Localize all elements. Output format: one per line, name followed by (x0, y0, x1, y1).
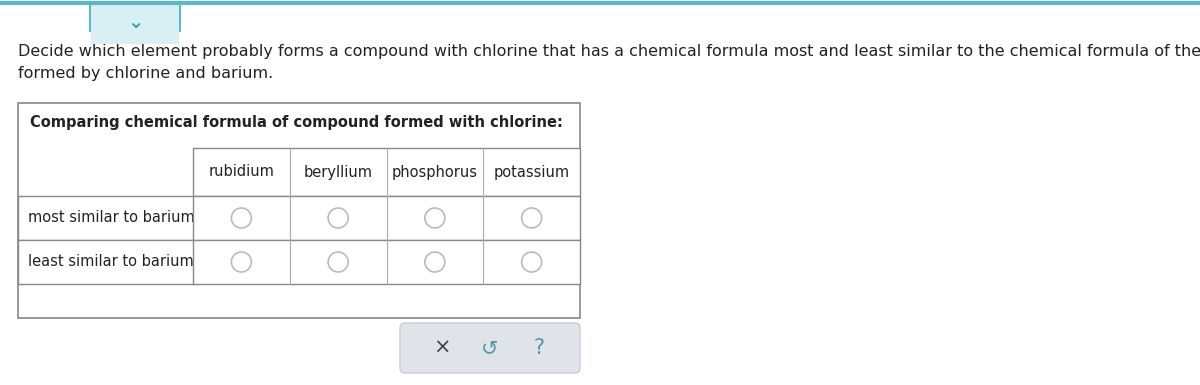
Circle shape (328, 252, 348, 272)
Text: Decide which element probably forms a compound with chlorine that has a chemical: Decide which element probably forms a co… (18, 44, 1200, 80)
FancyBboxPatch shape (89, 2, 181, 32)
FancyBboxPatch shape (91, 4, 179, 44)
Text: beryllium: beryllium (304, 164, 373, 179)
Text: ⌄: ⌄ (127, 12, 143, 32)
Text: phosphorus: phosphorus (392, 164, 478, 179)
FancyBboxPatch shape (193, 148, 580, 196)
Text: Comparing chemical formula of compound formed with chlorine:: Comparing chemical formula of compound f… (30, 115, 563, 130)
FancyBboxPatch shape (400, 323, 580, 373)
FancyBboxPatch shape (18, 240, 580, 284)
Circle shape (232, 252, 251, 272)
Text: ↺: ↺ (481, 338, 499, 358)
Circle shape (232, 208, 251, 228)
Text: ×: × (433, 338, 450, 358)
Circle shape (328, 208, 348, 228)
Text: ?: ? (533, 338, 544, 358)
Circle shape (522, 252, 541, 272)
Circle shape (522, 208, 541, 228)
Text: potassium: potassium (493, 164, 570, 179)
Text: least similar to barium: least similar to barium (28, 254, 193, 270)
FancyBboxPatch shape (18, 103, 580, 318)
Circle shape (425, 252, 445, 272)
Text: most similar to barium: most similar to barium (28, 211, 194, 226)
Text: rubidium: rubidium (209, 164, 275, 179)
FancyBboxPatch shape (18, 196, 580, 240)
Circle shape (425, 208, 445, 228)
